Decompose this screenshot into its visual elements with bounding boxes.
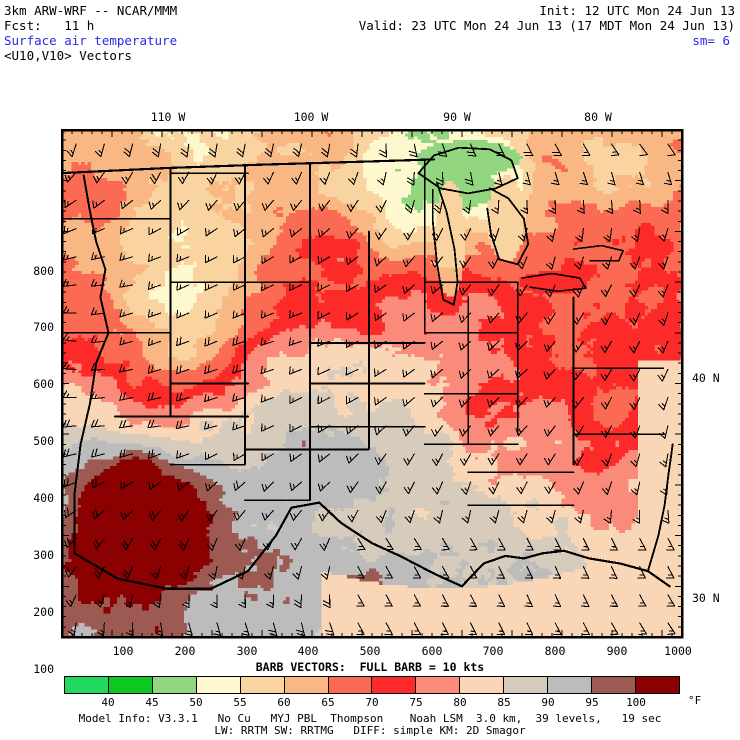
colorbar-tick-75: 75 [409,696,423,709]
colorbar-tick-40: 40 [101,696,115,709]
colorbar-unit-label: °F [688,694,702,707]
x-axis-label-100: 100 [112,644,134,658]
colorbar-tick-85: 85 [497,696,511,709]
x-axis-label-300: 300 [236,644,258,658]
colorbar-block: BARB VECTORS: FULL BARB = 10 kts 40 45 50 5… [0,660,740,740]
colorbar-tick-70: 70 [365,696,379,709]
map-frame [60,128,684,639]
y-axis-label-700: 700 [33,320,54,334]
temperature-map[interactable] [0,95,740,655]
valid-time: Valid: 23 UTC Mon 24 Jun 13 (17 MDT Mon … [358,18,735,33]
temperature-field [62,130,682,637]
colorbar-band-8 [416,677,461,693]
y-axis-label-200: 200 [33,605,54,619]
colorbar-band-11 [548,677,593,693]
y-axis-label-400: 400 [33,491,54,505]
x-axis-label-800: 800 [544,644,566,658]
colorbar-tick-45: 45 [145,696,159,709]
vectors-label: <U10,V10> Vectors [4,48,132,63]
smoothing-value: sm= 6 [692,33,730,48]
colorbar-band-4 [240,677,285,693]
colorbar-tick-80: 80 [453,696,467,709]
model-title: 3km ARW-WRF -- NCAR/MMM [4,3,178,18]
colorbar-band-5 [284,677,329,693]
colorbar-band-7 [372,677,417,693]
model-info-line-2: LW: RRTM SW: RRTMG DIFF: simple KM: 2D S… [214,724,526,737]
colorbar-band-6 [328,677,373,693]
colorbar-tick-50: 50 [189,696,203,709]
latitude-label-40N: 40 N [692,371,720,385]
longitude-label-90W: 90 W [443,110,471,124]
wind-barb-layer [62,143,676,637]
barb-vector-caption: BARB VECTORS: FULL BARB = 10 kts [255,660,485,674]
y-axis-label-100: 100 [33,662,54,676]
field-name: Surface air temperature [4,33,178,48]
political-boundaries [62,146,674,590]
x-axis-label-400: 400 [297,644,319,658]
y-axis-label-500: 500 [33,434,54,448]
colorbar-tick-90: 90 [541,696,555,709]
y-axis-label-300: 300 [33,548,54,562]
longitude-label-80W: 80 W [584,110,612,124]
colorbar-tick-65: 65 [321,696,335,709]
colorbar-band-3 [196,677,241,693]
colorbar-band-12 [592,677,636,693]
colorbar-band-1 [108,677,153,693]
longitude-label-100W: 100 W [293,110,329,124]
y-axis-label-600: 600 [33,377,54,391]
forecast-hour: Fcst: 11 h [4,18,95,33]
temperature-colorbar[interactable] [64,676,680,694]
colorbar-tick-55: 55 [233,696,247,709]
colorbar-band-9 [460,677,505,693]
colorbar-band-2 [152,677,197,693]
colorbar-band-13 [635,677,679,693]
x-axis-label-1000: 1000 [664,644,692,658]
longitude-label-110W: 110 W [150,110,186,124]
x-axis-label-700: 700 [482,644,504,658]
y-axis-label-800: 800 [33,264,54,278]
map-figure: 100 200 300 400 500 600 700 800 900 1000 800 700 600… [0,95,740,676]
colorbar-tick-100: 100 [626,696,646,709]
x-axis-label-500: 500 [359,644,381,658]
colorbar-tick-95: 95 [585,696,599,709]
colorbar-band-10 [504,677,549,693]
colorbar-band-0 [65,677,109,693]
latitude-label-30N: 30 N [692,591,720,605]
x-axis-label-200: 200 [174,644,196,658]
x-axis-label-900: 900 [606,644,628,658]
init-time: Init: 12 UTC Mon 24 Jun 13 [539,3,735,18]
model-info-line-1: Model Info: V3.3.1 No Cu MYJ PBL Thompso… [78,712,662,725]
x-axis-label-600: 600 [421,644,443,658]
colorbar-tick-60: 60 [277,696,291,709]
